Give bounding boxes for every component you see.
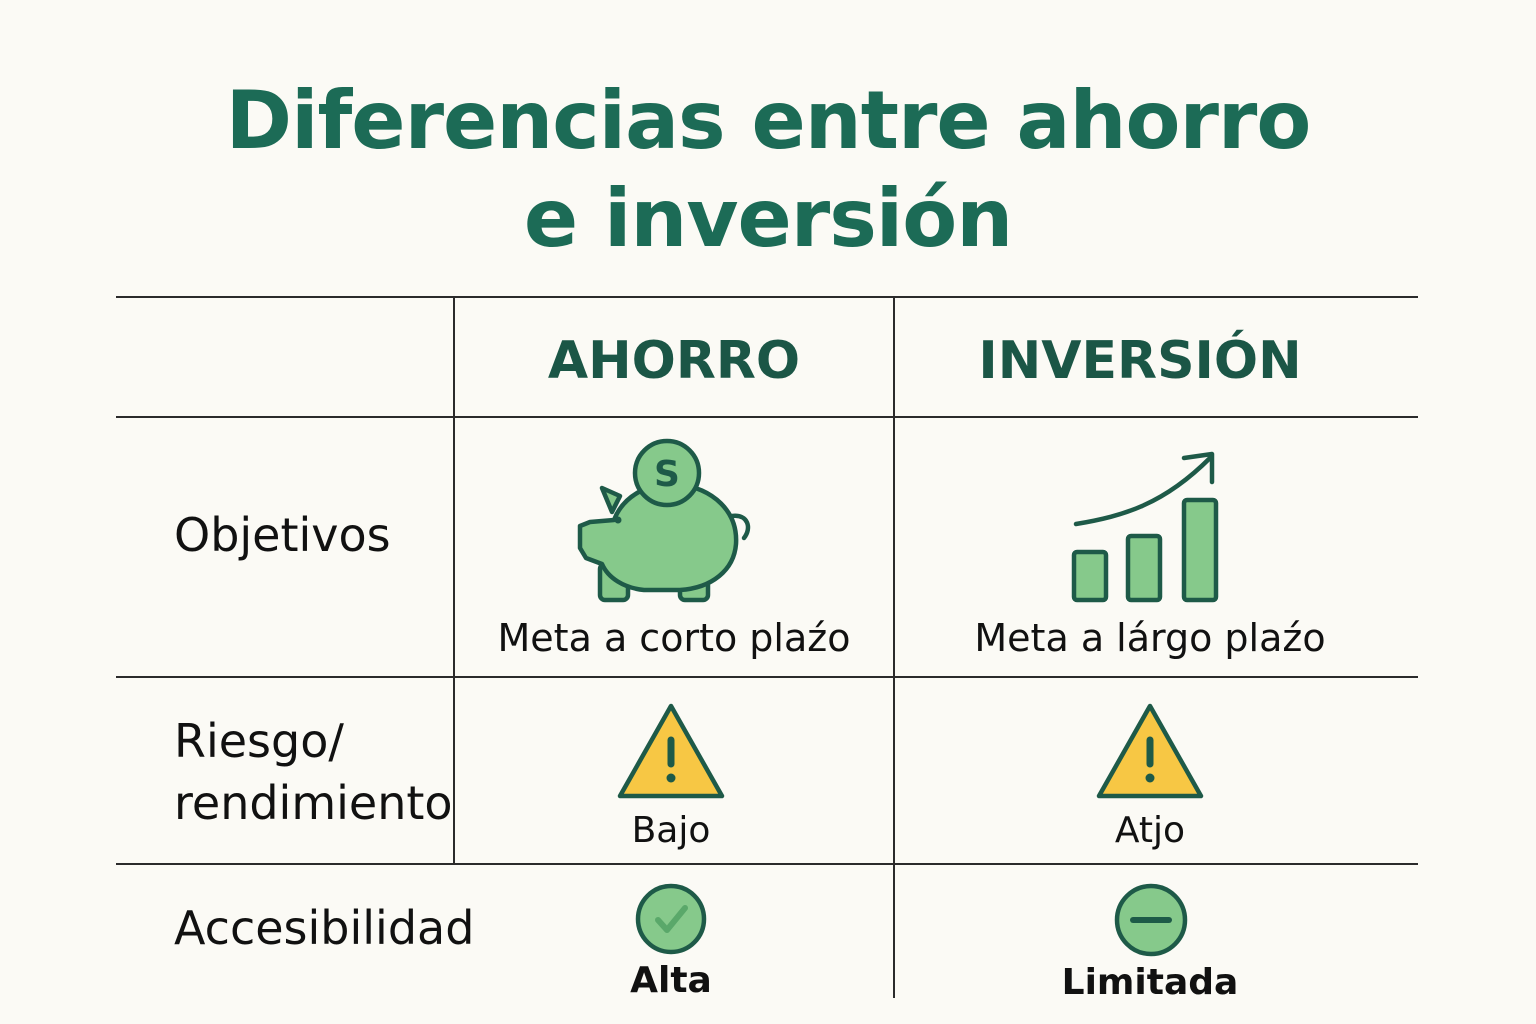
column-header-investment: INVERSIÓN (978, 331, 1302, 391)
warning-icon (617, 703, 725, 799)
row-divider-2 (116, 863, 1418, 865)
piggy-bank-icon: S (577, 438, 751, 603)
minus-circle-icon (1114, 883, 1188, 957)
warning-icon (1096, 703, 1204, 799)
row-label-risk-line-1: Riesgo/ (174, 714, 344, 768)
title-line-2: e inversión (523, 172, 1013, 265)
page-title: Diferencias entre ahorro e inversión (0, 72, 1536, 268)
row-label-risk-line-2: rendimiento (174, 776, 453, 830)
access-investment-text: Limitada (1061, 962, 1239, 1003)
table-top-border (116, 296, 1418, 298)
column-divider-2 (893, 296, 895, 998)
header-divider (116, 416, 1418, 418)
objectives-investment-text: Meta a lárgo plaźo (974, 616, 1326, 660)
risk-investment-text: Atjo (1114, 810, 1186, 851)
growth-chart-icon (1071, 451, 1219, 603)
column-divider-1 (453, 296, 455, 864)
row-label-objectives: Objetivos (174, 508, 391, 562)
objectives-savings-text: Meta a corto plaźo (497, 616, 851, 660)
column-header-savings: AHORRO (547, 331, 801, 391)
access-savings-text: Alta (630, 960, 712, 1001)
check-circle-icon (635, 883, 707, 955)
risk-savings-text: Bajo (631, 810, 711, 851)
title-line-1: Diferencias entre ahorro (225, 74, 1312, 167)
row-divider-1 (116, 676, 1418, 678)
svg-text:S: S (654, 454, 680, 495)
row-label-access: Accesibilidad (174, 901, 475, 955)
